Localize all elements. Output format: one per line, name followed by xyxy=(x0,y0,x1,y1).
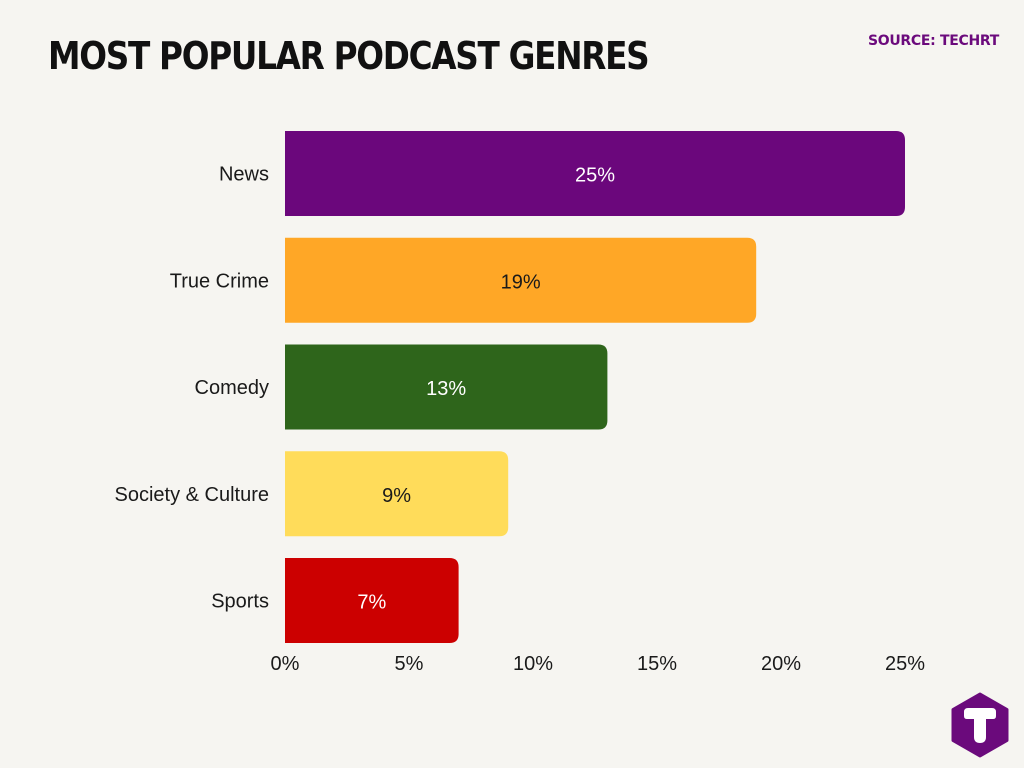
x-tick-label: 10% xyxy=(513,653,553,675)
category-label: True Crime xyxy=(170,270,269,292)
x-tick-label: 5% xyxy=(395,653,424,675)
x-tick-label: 20% xyxy=(761,653,801,675)
x-tick-label: 25% xyxy=(885,653,925,675)
data-label: 13% xyxy=(426,378,466,400)
category-label: Society & Culture xyxy=(114,484,269,506)
source-label: SOURCE: TECHRT xyxy=(867,33,999,49)
data-label: 25% xyxy=(575,165,615,187)
techrt-logo-icon xyxy=(951,692,1009,758)
category-label: Sports xyxy=(211,591,269,613)
data-label: 9% xyxy=(382,485,411,507)
x-tick-label: 0% xyxy=(271,653,300,675)
bar xyxy=(285,558,459,643)
data-label: 19% xyxy=(501,271,541,293)
bar xyxy=(285,344,608,430)
category-label: News xyxy=(219,164,269,186)
data-label: 7% xyxy=(357,592,386,614)
bar xyxy=(285,131,905,216)
bar xyxy=(285,451,509,537)
category-label: Comedy xyxy=(195,377,269,399)
x-tick-label: 15% xyxy=(637,653,677,675)
page-title: MOST POPULAR PODCAST GENRES xyxy=(48,34,650,78)
bar xyxy=(285,237,757,323)
